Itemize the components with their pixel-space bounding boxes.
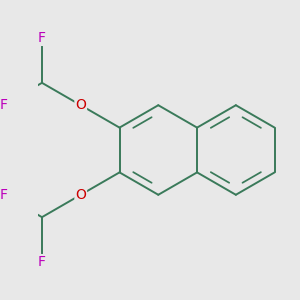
Text: F: F [38, 255, 46, 269]
Text: F: F [38, 31, 46, 45]
Text: O: O [75, 98, 86, 112]
Text: F: F [0, 98, 7, 112]
Text: F: F [0, 188, 7, 202]
Text: O: O [75, 188, 86, 202]
